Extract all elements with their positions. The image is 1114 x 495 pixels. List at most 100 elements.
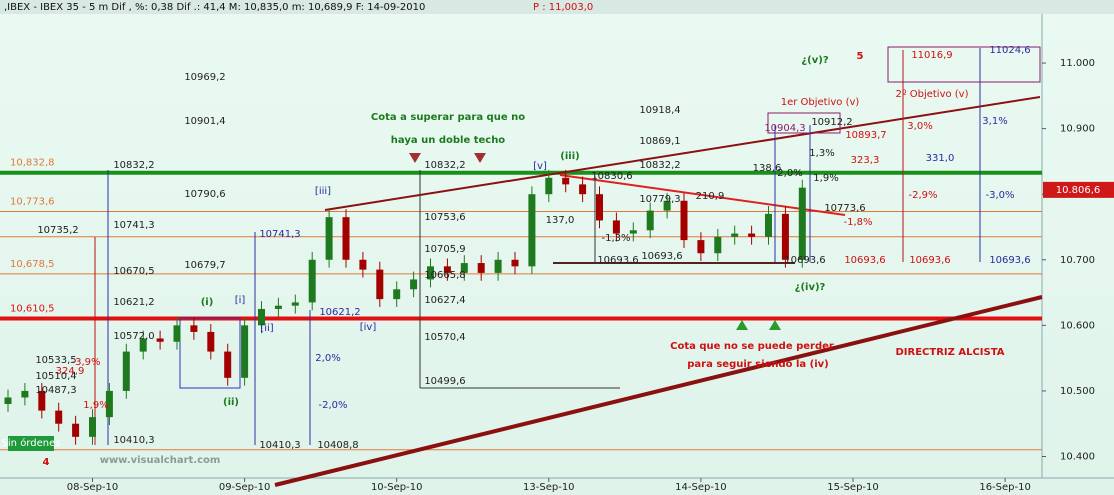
annotation: 10570,4 (424, 332, 465, 343)
candle-body (714, 236, 722, 254)
annotation: haya un doble techo (391, 135, 506, 146)
annotation: 10869,1 (639, 136, 680, 147)
annotation: 10741,3 (259, 229, 300, 240)
y-tick-label: 11.000 (1060, 58, 1095, 69)
annotation: 10627,4 (424, 295, 465, 306)
candle-body (4, 397, 12, 405)
candle-body (393, 289, 401, 300)
candle-body (376, 269, 384, 300)
candle-body (21, 390, 29, 398)
candle-body (443, 266, 451, 273)
annotation: [iii] (315, 186, 331, 197)
candle-body (494, 259, 502, 273)
annotation: 137,0 (546, 215, 575, 226)
candle-body (562, 177, 570, 185)
candle-body (545, 177, 553, 195)
annotation: 10832,2 (113, 160, 154, 171)
annotation: Sin órdenes (2, 437, 61, 449)
annotation: www.visualchart.com (100, 455, 221, 466)
annotation: 1er Objetivo (v) (781, 97, 860, 108)
annotation: [ii] (260, 323, 273, 334)
candle-body (224, 351, 232, 378)
candle-body (511, 259, 519, 267)
annotation: [v] (533, 161, 547, 172)
annotation: 10621,2 (319, 307, 360, 318)
x-tick-label: 09-Sep-10 (219, 482, 271, 493)
annotation: 1,9% (83, 400, 108, 411)
annotation: (ii) (223, 397, 239, 408)
annotation: 10735,2 (37, 225, 78, 236)
annotation: DIRECTRIZ ALCISTA (895, 347, 1004, 358)
candles (4, 169, 806, 445)
annotation: -3,9% (71, 357, 100, 368)
x-tick-label: 10-Sep-10 (371, 482, 423, 493)
candle-body (72, 423, 80, 437)
arrow (409, 153, 421, 163)
annotation: 10753,6 (424, 212, 465, 223)
last-price-box (1043, 181, 1114, 198)
x-tick-label: 16-Sep-10 (979, 482, 1031, 493)
annotation: 10918,4 (639, 105, 680, 116)
annotation: 10893,7 (845, 130, 886, 141)
annotation: 3,1% (982, 116, 1007, 127)
annotation: 10487,3 (35, 385, 76, 396)
candle-body (258, 308, 265, 326)
title-bar (0, 0, 1114, 14)
annotation: 2º Objetivo (v) (895, 89, 968, 100)
annotation: 10693,6 (909, 255, 950, 266)
candle-body (325, 217, 333, 260)
annotation: 2,0% (315, 353, 340, 364)
candle-body (156, 338, 164, 342)
annotation: 10572,0 (113, 331, 154, 342)
orders-badge (8, 436, 54, 451)
candle-body (427, 266, 434, 280)
candle-body (629, 230, 637, 234)
candle-body (122, 351, 130, 391)
annotation: 10408,8 (317, 440, 358, 451)
candle-body (680, 200, 688, 241)
x-tick-label: 15-Sep-10 (827, 482, 879, 493)
candle-body (410, 279, 418, 290)
candle-body (596, 194, 603, 221)
annotation: 10510,4 (35, 371, 76, 382)
annotation: -1,8% (843, 217, 872, 228)
title-price: P : 11,003,0 (533, 2, 593, 13)
arrow (474, 153, 486, 163)
candle-body (308, 259, 316, 303)
drawings (8, 46, 1043, 487)
annotation: Cota que no se puede perder (670, 341, 834, 352)
annotation: -3,0% (985, 190, 1014, 201)
level-label: 10,678,5 (10, 259, 55, 270)
annotation: -2,9% (908, 190, 937, 201)
annotation: 10621,2 (113, 297, 154, 308)
level-label: 10,773,6 (10, 197, 55, 208)
annotation: 10410,3 (113, 435, 154, 446)
annotation: 5 (857, 51, 864, 62)
annotation: 10665,8 (424, 270, 465, 281)
annotation: 10832,2 (639, 160, 680, 171)
annotation: 10832,2 (424, 160, 465, 171)
x-tick-label: 13-Sep-10 (523, 482, 575, 493)
annotation: 10679,7 (184, 260, 225, 271)
annotation: 331,0 (926, 153, 955, 164)
arrow (769, 320, 781, 330)
annotation: 10705,9 (424, 244, 465, 255)
candle-body (291, 302, 299, 306)
candle-body (241, 325, 249, 378)
candle-body (765, 213, 772, 237)
annotation: 10693,6 (784, 255, 825, 266)
annotation: 324,9 (56, 366, 85, 377)
annotation: 10790,6 (184, 189, 225, 200)
candle-body (190, 325, 198, 332)
annotation: 10693,6 (844, 255, 885, 266)
annotation: 10499,6 (424, 376, 465, 387)
candle-body (274, 305, 282, 309)
annotation: 210,9 (696, 191, 725, 202)
annotation: 2,0% (777, 168, 802, 179)
annotation: 4 (43, 457, 50, 468)
annotation: 10693,6 (597, 255, 638, 266)
trend-line (274, 295, 1043, 487)
candle-body (89, 417, 96, 437)
candle-body (477, 263, 485, 273)
